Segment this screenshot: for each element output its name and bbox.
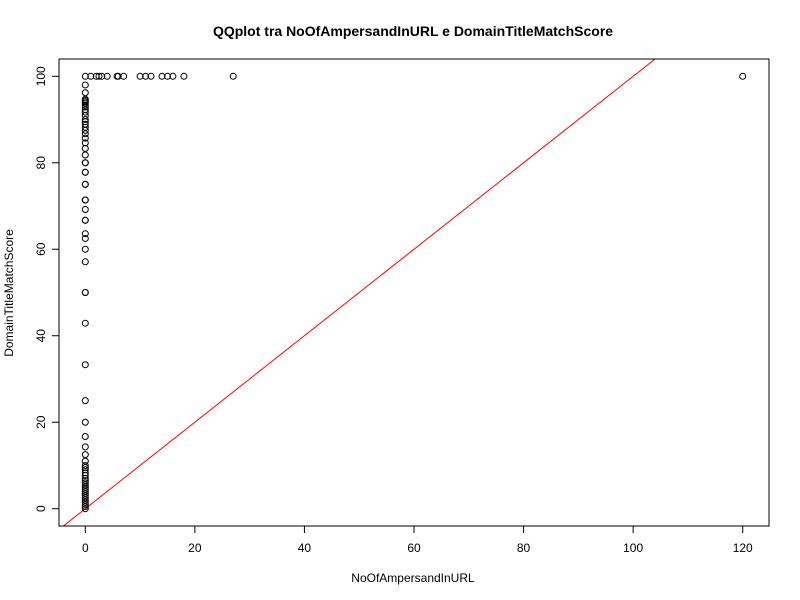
data-point (229, 72, 237, 80)
data-point (81, 151, 89, 159)
data-point (81, 469, 89, 477)
data-point (81, 477, 89, 485)
data-point (81, 361, 89, 369)
y-axis: 0 20 40 60 80 100 (34, 66, 60, 512)
data-point (81, 108, 89, 116)
data-point (81, 418, 89, 426)
data-point (81, 120, 89, 128)
data-point (81, 205, 89, 213)
x-tick-label: 20 (188, 541, 202, 555)
data-point (92, 72, 100, 80)
plot-frame (58, 58, 770, 527)
data-point (81, 72, 89, 80)
data-point (81, 443, 89, 451)
y-tick-label: 0 (34, 505, 48, 512)
data-point (81, 89, 89, 97)
data-point (81, 81, 89, 89)
data-point (103, 72, 111, 80)
data-point (81, 180, 89, 188)
data-point (81, 116, 89, 124)
data-point (81, 168, 89, 176)
data-point (120, 72, 128, 80)
x-tick-label: 80 (517, 541, 531, 555)
data-point (81, 159, 89, 167)
data-point (81, 457, 89, 465)
data-point (81, 461, 89, 469)
data-point (81, 451, 89, 459)
data-point (81, 196, 89, 204)
data-point (158, 72, 166, 80)
x-tick-label: 0 (82, 541, 89, 555)
y-axis-label: DomainTitleMatchScore (2, 229, 16, 357)
y-tick-label: 100 (34, 66, 48, 86)
data-point (163, 72, 171, 80)
data-point (81, 230, 89, 238)
y-tick-label: 80 (34, 156, 48, 170)
data-points (81, 72, 747, 513)
y-tick-label: 20 (34, 415, 48, 429)
y-tick-label: 40 (34, 329, 48, 343)
x-tick-label: 120 (733, 541, 753, 555)
data-point (81, 245, 89, 253)
x-axis-label: NoOfAmpersandInURL (351, 571, 475, 585)
data-point (136, 72, 144, 80)
data-point (81, 258, 89, 266)
data-point (169, 72, 177, 80)
data-point (81, 466, 89, 474)
data-point (180, 72, 188, 80)
reference-line (62, 59, 656, 526)
data-point (81, 139, 89, 147)
data-point (81, 289, 89, 296)
data-point (81, 216, 89, 224)
x-tick-label: 40 (298, 541, 312, 555)
data-point (81, 479, 89, 487)
data-point (81, 432, 89, 440)
x-axis: 0 20 40 60 80 100 120 (82, 525, 753, 555)
data-point (147, 72, 155, 80)
data-point (81, 134, 89, 142)
data-point (98, 72, 106, 80)
data-point (142, 72, 150, 80)
data-point (114, 72, 122, 80)
data-point (81, 397, 89, 405)
data-point (739, 72, 747, 80)
y-tick-label: 60 (34, 242, 48, 256)
data-point (95, 72, 103, 80)
chart-title: QQplot tra NoOfAmpersandInURL e DomainTi… (213, 23, 613, 39)
data-point (87, 72, 95, 80)
data-point (81, 145, 89, 153)
x-tick-label: 60 (407, 541, 421, 555)
data-point (81, 234, 89, 242)
data-point (81, 319, 89, 327)
x-tick-label: 100 (623, 541, 643, 555)
